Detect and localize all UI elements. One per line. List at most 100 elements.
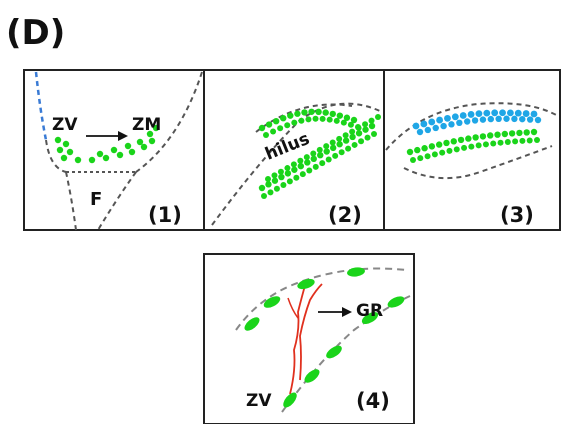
cell-dot <box>487 115 494 123</box>
cell-dot <box>263 132 269 138</box>
cell-ellipse <box>244 317 260 331</box>
cell-dot <box>290 161 297 168</box>
cell-dot <box>319 160 326 167</box>
cell-dot <box>336 112 344 119</box>
cell-dot <box>475 110 483 118</box>
cell-dot <box>312 163 319 170</box>
cell-dot <box>56 146 64 154</box>
cell-dot <box>358 138 365 145</box>
cell-dot <box>421 145 428 152</box>
panel-1-fissure-left <box>65 171 77 231</box>
cell-dot <box>424 153 431 160</box>
cell-dot <box>355 124 362 131</box>
panel-3: (3) <box>383 69 561 231</box>
cell-dot <box>297 157 304 164</box>
cell-dot <box>299 171 306 178</box>
cell-dot <box>523 129 530 136</box>
cell-dot <box>511 115 518 123</box>
cell-dot <box>62 140 70 148</box>
cell-dot <box>316 146 323 153</box>
cell-dot <box>514 109 522 117</box>
cell-dot <box>325 156 332 163</box>
cell-dot <box>490 140 497 147</box>
cell-ellipse <box>361 312 379 324</box>
cell-dot <box>329 144 337 152</box>
cell-dot <box>265 121 273 128</box>
panel-4-number: (4) <box>356 389 390 413</box>
cell-dot <box>350 116 358 124</box>
cell-dot <box>271 177 279 184</box>
cell-dot <box>444 114 451 122</box>
cell-dot <box>315 108 322 116</box>
cell-dot <box>323 148 330 155</box>
cell-dot <box>273 185 280 192</box>
cell-dot <box>301 109 308 116</box>
cell-dot <box>371 131 377 137</box>
panel-1-label-f: F <box>90 189 102 210</box>
cell-dot <box>267 189 274 196</box>
cell-dot <box>436 116 443 124</box>
cell-dot <box>526 116 534 123</box>
cell-dot <box>323 143 330 150</box>
cell-dot <box>465 135 472 142</box>
cell-dot <box>519 137 526 144</box>
cell-dot <box>459 112 467 119</box>
cell-dot <box>351 141 358 148</box>
panel-4-label-gr: GR <box>356 301 383 321</box>
cell-dot <box>499 109 506 117</box>
cell-dot <box>110 146 118 154</box>
cell-dot <box>152 124 160 132</box>
cell-dot <box>322 109 329 116</box>
cell-dot <box>347 121 354 128</box>
cell-dot <box>453 146 460 153</box>
cell-dot <box>497 139 504 146</box>
panel-1-left-outline <box>45 139 67 173</box>
cell-dot <box>349 128 356 135</box>
panel-1-label-zv: ZV <box>52 115 78 135</box>
cell-dot <box>435 141 443 148</box>
cell-dot <box>305 116 312 123</box>
cell-dot <box>342 132 349 139</box>
cell-ellipse <box>283 392 297 408</box>
panel-4-red-fiber-3 <box>287 297 299 319</box>
cell-dot <box>342 137 350 144</box>
cell-dot <box>526 137 533 144</box>
panel-4-label-zv: ZV <box>246 391 272 411</box>
cell-dot <box>277 168 284 175</box>
cell-dot <box>503 115 510 122</box>
panel-4-frame <box>203 253 415 424</box>
cell-dot <box>475 142 482 149</box>
cell-dot <box>308 108 315 115</box>
cell-dot <box>472 134 479 141</box>
cell-dot <box>406 148 414 156</box>
cell-dot <box>412 122 420 130</box>
panel-2: hilus (2) <box>203 69 385 231</box>
cell-dot <box>534 116 542 124</box>
cell-dot <box>414 146 421 154</box>
cell-ellipse <box>263 296 281 308</box>
cell-dot <box>364 134 371 141</box>
cell-dot <box>340 119 347 126</box>
cell-dot <box>457 136 465 144</box>
cell-dot <box>293 174 300 181</box>
cell-dot <box>461 144 468 151</box>
cell-dot <box>519 115 526 123</box>
panel-1-blue-edge <box>34 71 48 141</box>
cell-dot <box>508 130 516 137</box>
cell-dot <box>297 162 305 170</box>
cell-dot <box>128 148 136 156</box>
panel-1-arrowhead <box>118 131 128 141</box>
cell-dot <box>349 133 356 141</box>
cell-dot <box>439 149 446 156</box>
cell-dot <box>258 184 266 192</box>
panel-4-red-fiber-1 <box>289 281 307 395</box>
cell-dot <box>140 143 148 151</box>
panel-3-frame <box>383 69 561 231</box>
cell-dot <box>362 121 369 128</box>
panel-letter: (D) <box>6 13 65 53</box>
cell-dot <box>124 142 132 150</box>
cell-dot <box>148 137 156 145</box>
cell-dot <box>446 147 453 154</box>
cell-dot <box>424 126 432 134</box>
